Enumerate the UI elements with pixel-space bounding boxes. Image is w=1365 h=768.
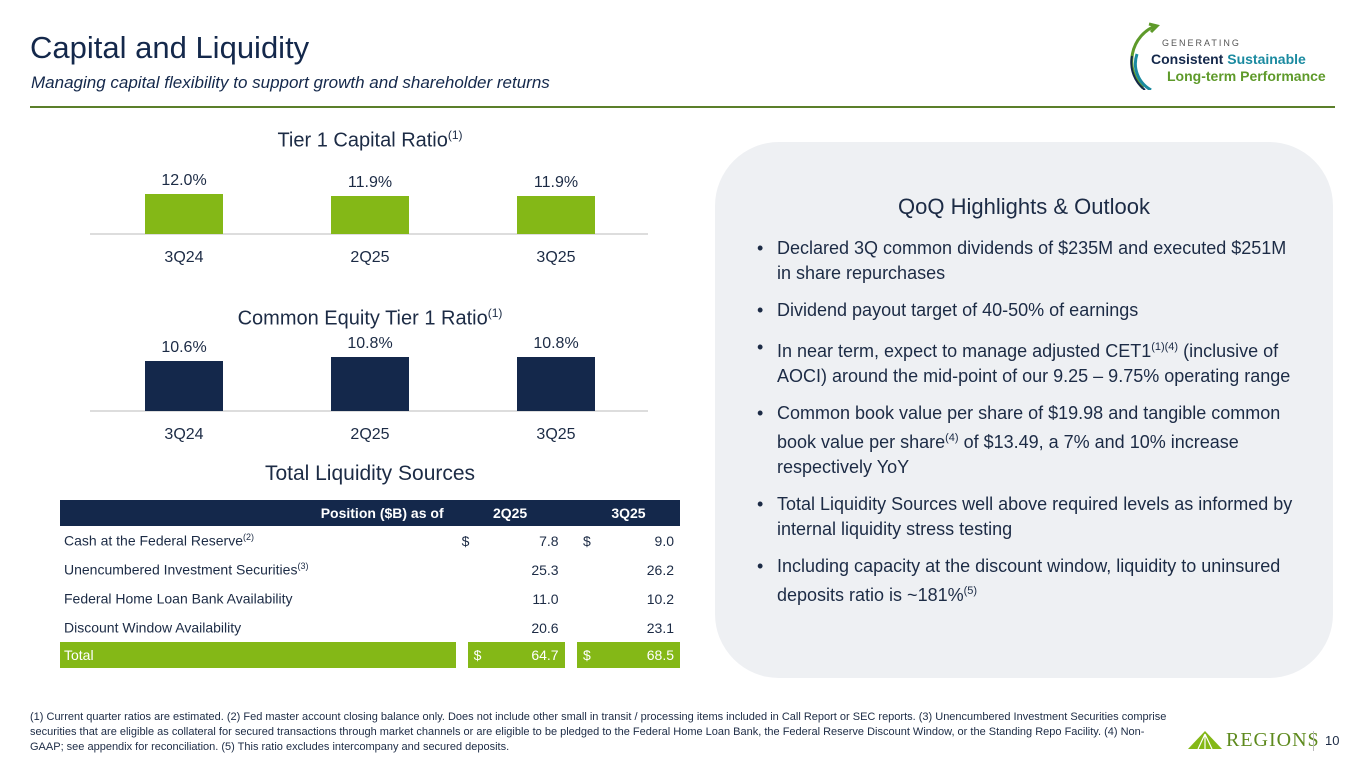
header-2q25: 2Q25	[455, 500, 565, 526]
page-number: 10	[1325, 733, 1340, 748]
row-label: Cash at the Federal Reserve	[64, 532, 243, 549]
data-label: 11.9%	[534, 174, 578, 191]
total-dollar-2q25: $	[455, 642, 483, 668]
regions-pyramid-icon	[1188, 731, 1222, 750]
category-label: 3Q24	[164, 249, 203, 266]
logo-line1: GENERATING	[1162, 38, 1241, 48]
highlight-item: Common book value per share of $19.98 an…	[757, 401, 1293, 480]
category-label: 3Q24	[164, 426, 203, 443]
row-dollar-3q25: $	[582, 532, 591, 549]
page-title: Capital and Liquidity	[30, 30, 310, 65]
logo-line2b: Sustainable	[1227, 51, 1306, 67]
row-value-3q25: 26.2	[646, 561, 674, 578]
row-value-2q25: 25.3	[531, 561, 559, 578]
row-label: Federal Home Loan Bank Availability	[64, 590, 293, 607]
table-header-row: Position ($B) as of 2Q25 3Q25	[60, 500, 680, 526]
table-row: Federal Home Loan Bank Availability 11.0…	[60, 584, 680, 613]
row-value-2q25: 7.8	[539, 532, 559, 549]
header-divider	[30, 106, 1335, 108]
highlight-item: Including capacity at the discount windo…	[757, 554, 1293, 608]
row-dollar-3q25	[577, 555, 598, 584]
tier1-chart-title: Tier 1 Capital Ratio(1)	[277, 128, 463, 152]
data-label: 11.9%	[348, 174, 392, 191]
row-note: (3)	[297, 561, 309, 572]
row-value-2q25: 11.0	[532, 590, 559, 607]
bar	[331, 357, 409, 411]
logo-arc-icon	[1130, 22, 1160, 92]
highlight-item: In near term, expect to manage adjusted …	[757, 335, 1293, 389]
footnotes: (1) Current quarter ratios are estimated…	[30, 711, 1167, 753]
row-dollar-2q25: $	[461, 532, 470, 549]
bar	[331, 196, 409, 234]
table-row: Unencumbered Investment Securities(3) 25…	[60, 555, 680, 584]
header-position: Position ($B) as of	[60, 500, 456, 526]
generating-performance-logo: GENERATING Consistent Sustainable Long-t…	[1115, 18, 1345, 92]
total-2q25: 64.7	[482, 642, 565, 668]
row-label: Unencumbered Investment Securities	[64, 561, 298, 578]
highlight-item: Declared 3Q common dividends of $235M an…	[757, 236, 1293, 286]
liquidity-title: Total Liquidity Sources	[264, 462, 476, 485]
row-dollar-2q25	[456, 584, 483, 613]
highlight-item: Dividend payout target of 40-50% of earn…	[757, 298, 1293, 323]
row-note: (2)	[242, 532, 254, 543]
cet1-chart-title: Common Equity Tier 1 Ratio(1)	[237, 306, 503, 330]
data-label: 10.6%	[161, 339, 206, 356]
cet1-bar-chart: 10.6% 3Q24 10.8% 2Q25 10.8% 3Q25	[90, 335, 648, 443]
category-label: 3Q25	[536, 249, 575, 266]
row-value-2q25: 20.6	[531, 619, 559, 636]
row-label: Discount Window Availability	[64, 619, 242, 636]
table-row: Discount Window Availability 20.6 23.1	[60, 613, 680, 642]
row-value-3q25: 23.1	[646, 619, 674, 636]
category-label: 2Q25	[350, 426, 389, 443]
regions-wordmark: REGIONS	[1226, 729, 1320, 751]
row-dollar-2q25	[456, 613, 483, 642]
header-3q25: 3Q25	[576, 500, 680, 526]
logo-line3: Long-term Performance	[1167, 68, 1326, 84]
bar	[145, 361, 223, 411]
highlights-title: QoQ Highlights & Outlook	[898, 194, 1150, 219]
data-label: 10.8%	[347, 335, 392, 352]
regions-brand: REGIONS 10	[1188, 728, 1340, 754]
data-label: 10.8%	[533, 335, 578, 352]
table-row: Cash at the Federal Reserve(2) $ 7.8 $ 9…	[60, 526, 680, 555]
category-label: 3Q25	[536, 426, 575, 443]
logo-line2a: Consistent	[1151, 51, 1224, 67]
liquidity-table: Position ($B) as of 2Q25 3Q25 Cash at th…	[60, 500, 680, 668]
total-label: Total	[60, 642, 456, 668]
bar	[145, 194, 223, 234]
table-total-row: Total $ 64.7 $ 68.5	[60, 642, 680, 668]
page-subtitle: Managing capital flexibility to support …	[31, 73, 550, 92]
data-label: 12.0%	[161, 172, 206, 189]
row-dollar-3q25	[577, 584, 598, 613]
row-dollar-3q25	[577, 613, 598, 642]
total-dollar-3q25: $	[576, 642, 598, 668]
row-dollar-2q25	[456, 555, 483, 584]
bar	[517, 357, 595, 411]
total-3q25: 68.5	[597, 642, 680, 668]
row-value-3q25: 9.0	[654, 532, 674, 549]
highlights-panel: QoQ Highlights & Outlook Declared 3Q com…	[715, 142, 1333, 678]
bar	[517, 196, 595, 234]
highlight-item: Total Liquidity Sources well above requi…	[757, 492, 1293, 542]
row-value-3q25: 10.2	[646, 590, 674, 607]
category-label: 2Q25	[350, 249, 389, 266]
tier1-bar-chart: 12.0% 3Q24 11.9% 2Q25 11.9% 3Q25	[90, 172, 648, 266]
